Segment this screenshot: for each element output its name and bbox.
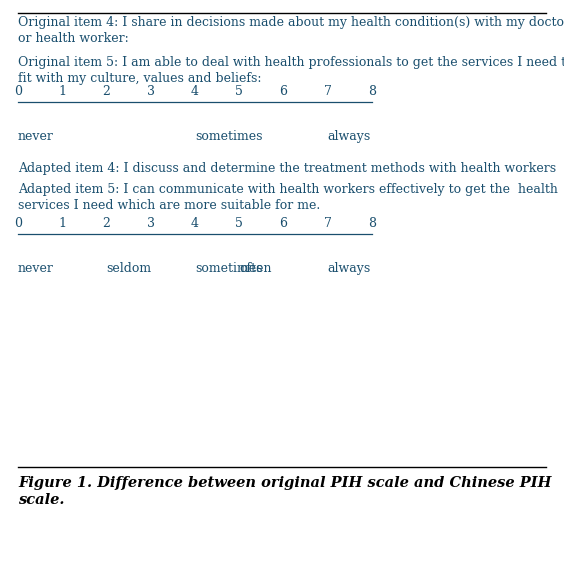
- Text: 1: 1: [58, 217, 66, 230]
- Text: never: never: [18, 262, 54, 275]
- Text: 5: 5: [235, 217, 243, 230]
- Text: 4: 4: [191, 217, 199, 230]
- Text: always: always: [328, 130, 371, 143]
- Text: 5: 5: [235, 85, 243, 98]
- Text: sometimes: sometimes: [195, 262, 262, 275]
- Text: Original item 5: I am able to deal with health professionals to get the services: Original item 5: I am able to deal with …: [18, 56, 564, 69]
- Text: 7: 7: [324, 217, 332, 230]
- Text: 8: 8: [368, 85, 376, 98]
- Text: 7: 7: [324, 85, 332, 98]
- Text: fit with my culture, values and beliefs:: fit with my culture, values and beliefs:: [18, 72, 262, 85]
- Text: seldom: seldom: [107, 262, 152, 275]
- Text: Adapted item 5: I can communicate with health workers effectively to get the  he: Adapted item 5: I can communicate with h…: [18, 183, 558, 196]
- Text: services I need which are more suitable for me.: services I need which are more suitable …: [18, 199, 320, 212]
- Text: 3: 3: [147, 217, 155, 230]
- Text: Adapted item 4: I discuss and determine the treatment methods with health worker: Adapted item 4: I discuss and determine …: [18, 162, 556, 175]
- Text: 8: 8: [368, 217, 376, 230]
- Text: always: always: [328, 262, 371, 275]
- Text: never: never: [18, 130, 54, 143]
- Text: 1: 1: [58, 85, 66, 98]
- Text: 4: 4: [191, 85, 199, 98]
- Text: 2: 2: [103, 217, 111, 230]
- Text: 0: 0: [14, 85, 22, 98]
- Text: sometimes: sometimes: [195, 130, 262, 143]
- Text: or health worker:: or health worker:: [18, 32, 129, 45]
- Text: scale.: scale.: [18, 493, 64, 507]
- Text: 6: 6: [280, 217, 288, 230]
- Text: Original item 4: I share in decisions made about my health condition(s) with my : Original item 4: I share in decisions ma…: [18, 16, 564, 29]
- Text: 3: 3: [147, 85, 155, 98]
- Text: 0: 0: [14, 217, 22, 230]
- Text: 6: 6: [280, 85, 288, 98]
- Text: 2: 2: [103, 85, 111, 98]
- Text: often: often: [239, 262, 272, 275]
- Text: Figure 1. Difference between original PIH scale and Chinese PIH: Figure 1. Difference between original PI…: [18, 476, 552, 490]
